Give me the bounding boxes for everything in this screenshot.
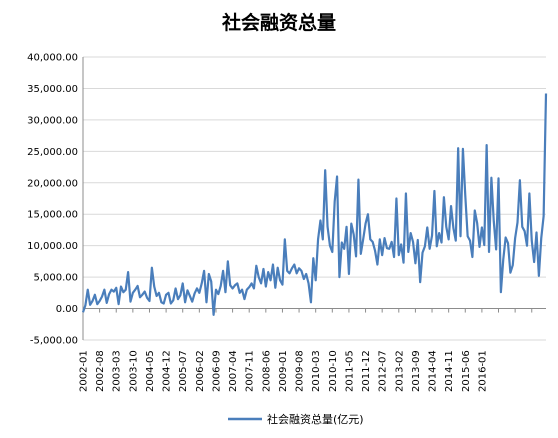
chart-title: 社会融资总量 bbox=[221, 12, 336, 34]
x-tick-label: 2011-05 bbox=[344, 350, 355, 392]
x-tick-label: 2008-06 bbox=[261, 350, 272, 392]
x-tick-label: 2006-09 bbox=[211, 350, 222, 392]
x-tick-label: 2003-03 bbox=[112, 350, 123, 392]
y-tick-label: -5,000.00 bbox=[30, 336, 78, 347]
y-tick-label: 40,000.00 bbox=[27, 53, 78, 64]
x-tick-label: 2010-03 bbox=[311, 350, 322, 392]
y-tick-label: 0.00 bbox=[56, 304, 78, 315]
grid-layer bbox=[83, 56, 546, 341]
x-tick-label: 2009-08 bbox=[295, 350, 306, 392]
axis-layer: -5,000.00 0.00 5,000.00 10,000.00 15,000.00 2… bbox=[27, 53, 546, 392]
x-tick-label: 2007-11 bbox=[245, 350, 256, 392]
x-tick-label: 2013-02 bbox=[394, 350, 405, 392]
series-line bbox=[81, 93, 548, 316]
y-tick-label: 20,000.00 bbox=[27, 178, 78, 189]
x-tick-label: 2009-01 bbox=[278, 350, 289, 392]
y-tick-label: 30,000.00 bbox=[27, 115, 78, 126]
y-tick-label: 15,000.00 bbox=[27, 210, 78, 221]
x-tick-label: 2013-09 bbox=[411, 350, 422, 392]
x-tick-label: 2004-05 bbox=[145, 350, 156, 392]
x-tick-label: 2014-04 bbox=[428, 350, 439, 392]
legend: 社会融资总量(亿元) bbox=[228, 412, 364, 426]
x-tick-label: 2004-12 bbox=[162, 350, 173, 392]
x-tick-label: 2002-08 bbox=[95, 350, 106, 392]
x-tick-label: 2012-07 bbox=[378, 350, 389, 392]
x-tick-label: 2015-06 bbox=[461, 350, 472, 392]
x-tick-label: 2003-10 bbox=[128, 350, 139, 392]
x-tick-label: 2002-01 bbox=[79, 350, 90, 392]
x-tick-label: 2005-07 bbox=[178, 350, 189, 392]
x-tick-label: 2016-01 bbox=[477, 350, 488, 392]
y-tick-label: 25,000.00 bbox=[27, 147, 78, 158]
y-tick-label: 10,000.00 bbox=[27, 241, 78, 252]
x-tick-label: 2014-11 bbox=[444, 350, 455, 392]
x-tick-label: 2010-10 bbox=[328, 350, 339, 392]
x-tick-label: 2011-12 bbox=[361, 350, 372, 392]
x-tick-label: 2007-04 bbox=[228, 350, 239, 392]
series-layer bbox=[81, 93, 548, 316]
legend-label: 社会融资总量(亿元) bbox=[267, 412, 364, 426]
y-tick-label: 5,000.00 bbox=[33, 273, 78, 284]
x-tick-label: 2006-02 bbox=[195, 350, 206, 392]
y-tick-label: 35,000.00 bbox=[27, 84, 78, 95]
